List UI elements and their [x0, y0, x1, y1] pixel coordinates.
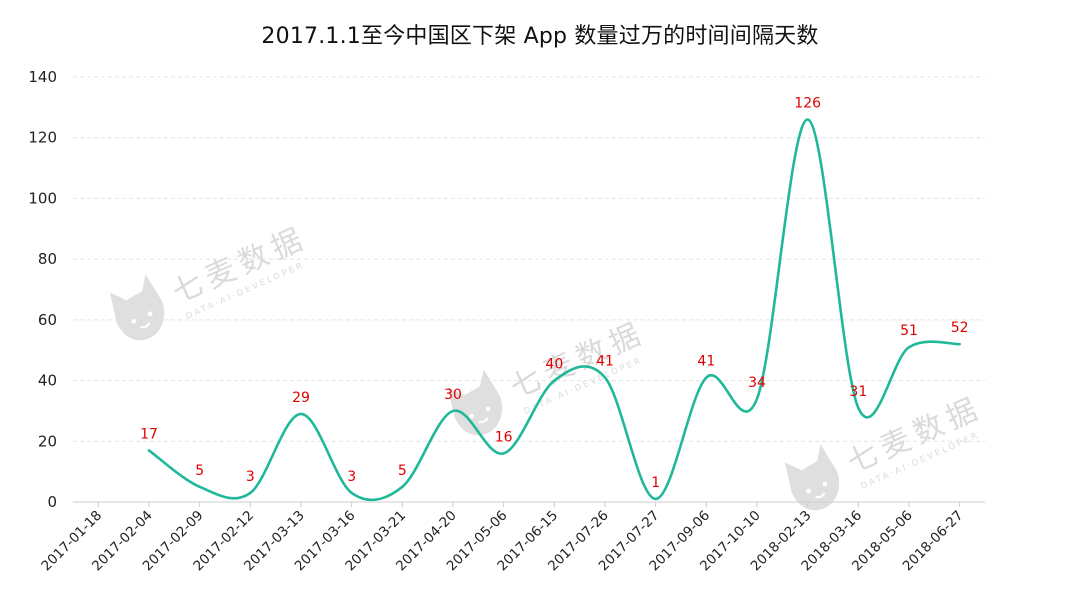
data-label: 3: [347, 469, 356, 485]
cat-head: [784, 444, 840, 511]
data-label: 126: [794, 96, 821, 112]
y-tick-label: 60: [38, 311, 57, 329]
cat-eye: [822, 481, 828, 487]
data-label: 41: [697, 354, 715, 370]
cat-eye: [469, 413, 475, 419]
chart-title: 2017.1.1至今中国区下架 App 数量过万的时间间隔天数: [261, 24, 819, 49]
cat-logo-icon: [447, 369, 503, 436]
cat-mouth: [815, 492, 826, 499]
y-tick-label: 20: [38, 432, 57, 450]
data-label: 5: [195, 463, 204, 479]
cat-head: [447, 369, 503, 436]
cat-mouth: [478, 417, 489, 424]
cat-mouth: [140, 322, 151, 329]
data-label: 17: [140, 426, 158, 442]
data-label: 29: [292, 390, 310, 406]
cat-logo-icon: [109, 274, 165, 341]
data-label: 16: [495, 429, 513, 445]
cat-logo-icon: [784, 444, 840, 511]
cat-eye: [147, 311, 153, 317]
data-label: 31: [849, 384, 867, 400]
data-label: 1: [651, 475, 660, 491]
y-tick-label: 80: [38, 250, 57, 268]
series-line: [147, 118, 961, 502]
data-label: 51: [900, 323, 918, 339]
cat-eye: [485, 406, 491, 412]
data-label: 30: [444, 387, 462, 403]
y-tick-label: 40: [38, 372, 57, 390]
data-label: 52: [951, 320, 969, 336]
y-tick-label: 140: [28, 68, 57, 86]
data-label: 3: [246, 469, 255, 485]
y-tick-label: 120: [28, 129, 57, 147]
y-tick-label: 100: [28, 189, 57, 207]
cat-head: [109, 274, 165, 341]
data-label: 34: [748, 375, 766, 391]
y-tick-label: 0: [47, 493, 57, 511]
data-label: 41: [596, 354, 614, 370]
cat-eye: [806, 488, 812, 494]
data-label: 40: [545, 357, 563, 373]
data-label: 5: [398, 463, 407, 479]
